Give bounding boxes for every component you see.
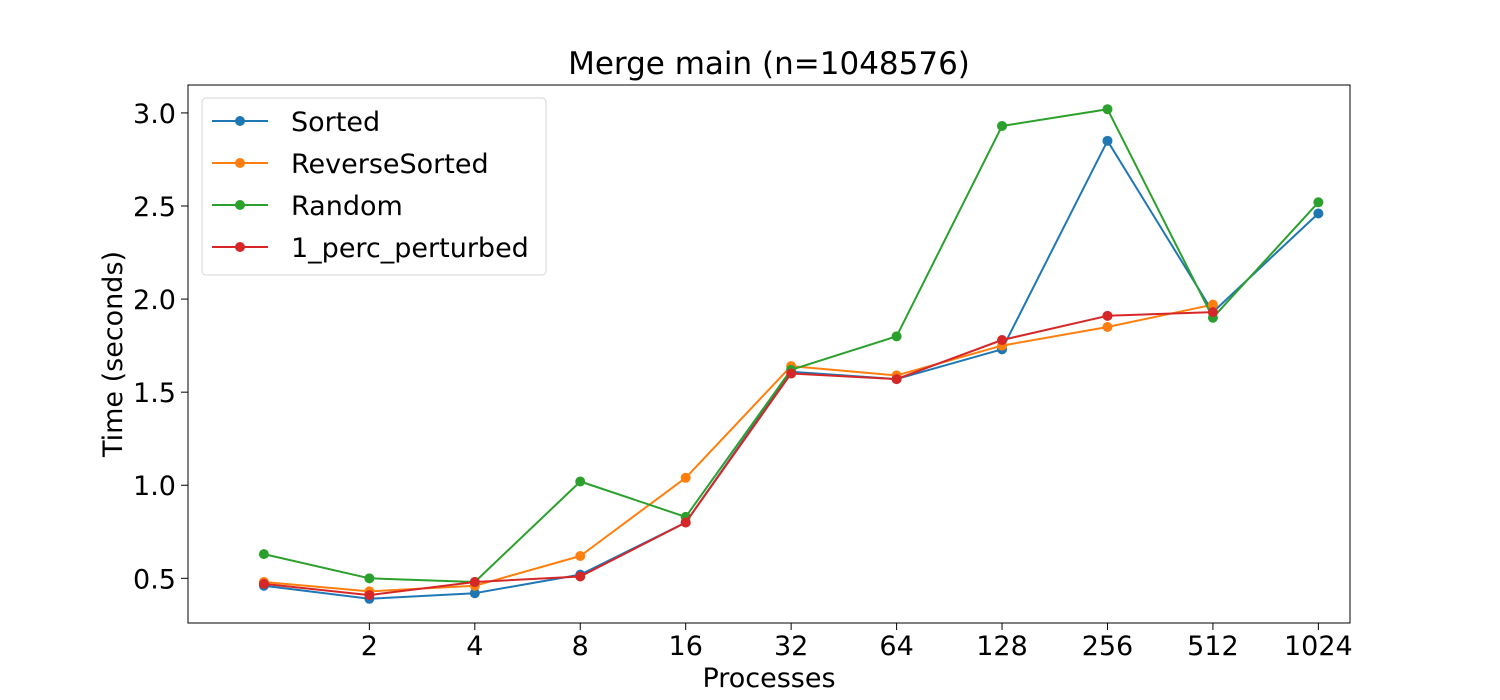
x-tick-label: 32 <box>774 631 808 662</box>
legend-marker <box>235 116 245 126</box>
legend-label: Sorted <box>291 107 380 138</box>
y-tick-label: 2.0 <box>133 285 176 316</box>
data-point <box>1102 104 1113 115</box>
data-point <box>1102 322 1113 333</box>
data-point <box>1102 310 1113 321</box>
data-point <box>997 120 1008 131</box>
y-tick-label: 1.5 <box>133 378 176 409</box>
series-line <box>263 311 1213 597</box>
data-point <box>364 590 375 601</box>
data-point <box>680 472 691 483</box>
series-3 <box>258 307 1218 601</box>
legend-label: ReverseSorted <box>291 149 489 180</box>
data-point <box>1313 208 1324 219</box>
x-tick-label: 512 <box>1187 631 1239 662</box>
x-tick-label: 2 <box>361 631 378 662</box>
data-point <box>786 368 797 379</box>
x-tick-label: 64 <box>879 631 913 662</box>
legend-box <box>201 97 547 276</box>
legend: Sorted ReverseSorted Random 1_perc_perturbe… <box>201 97 547 276</box>
data-point <box>1102 135 1113 146</box>
y-tick-label: 2.5 <box>133 192 176 223</box>
x-tick-label: 128 <box>976 631 1028 662</box>
y-tick-label: 3.0 <box>133 99 176 130</box>
data-point <box>469 588 480 599</box>
y-tick-label: 0.5 <box>133 564 176 595</box>
legend-marker <box>235 158 245 168</box>
x-tick-label: 8 <box>572 631 589 662</box>
data-point <box>997 335 1008 346</box>
data-point <box>575 571 586 582</box>
x-tick-label: 4 <box>466 631 483 662</box>
plot-area <box>187 84 1351 624</box>
x-tick-label: 16 <box>669 631 703 662</box>
data-point <box>891 374 902 385</box>
x-axis-label: Processes <box>702 663 835 694</box>
y-tick-label: 1.0 <box>133 471 176 502</box>
legend-label: 1_perc_perturbed <box>291 233 529 264</box>
plot-frame <box>187 84 1351 624</box>
y-axis: 0.5 1.0 1.5 2.0 2.5 3.0 <box>133 99 188 595</box>
series-layer <box>258 104 1324 604</box>
data-point <box>364 573 375 584</box>
y-axis-label: Time (seconds) <box>98 251 129 458</box>
data-point <box>575 550 586 561</box>
data-point <box>469 577 480 588</box>
data-point <box>1207 299 1218 310</box>
x-tick-label: 1024 <box>1284 631 1353 662</box>
data-point <box>258 549 269 560</box>
data-point <box>891 331 902 342</box>
data-point <box>1207 307 1218 318</box>
legend-marker <box>235 242 245 252</box>
x-axis: 2 4 8 16 32 64 128 256 512 1024 <box>361 623 1353 662</box>
data-point <box>680 517 691 528</box>
data-point <box>575 476 586 487</box>
data-point <box>258 578 269 589</box>
x-tick-label: 256 <box>1082 631 1134 662</box>
legend-label: Random <box>291 191 403 222</box>
chart-title: Merge main (n=1048576) <box>568 46 970 82</box>
data-point <box>1313 197 1324 208</box>
legend-marker <box>235 200 245 210</box>
